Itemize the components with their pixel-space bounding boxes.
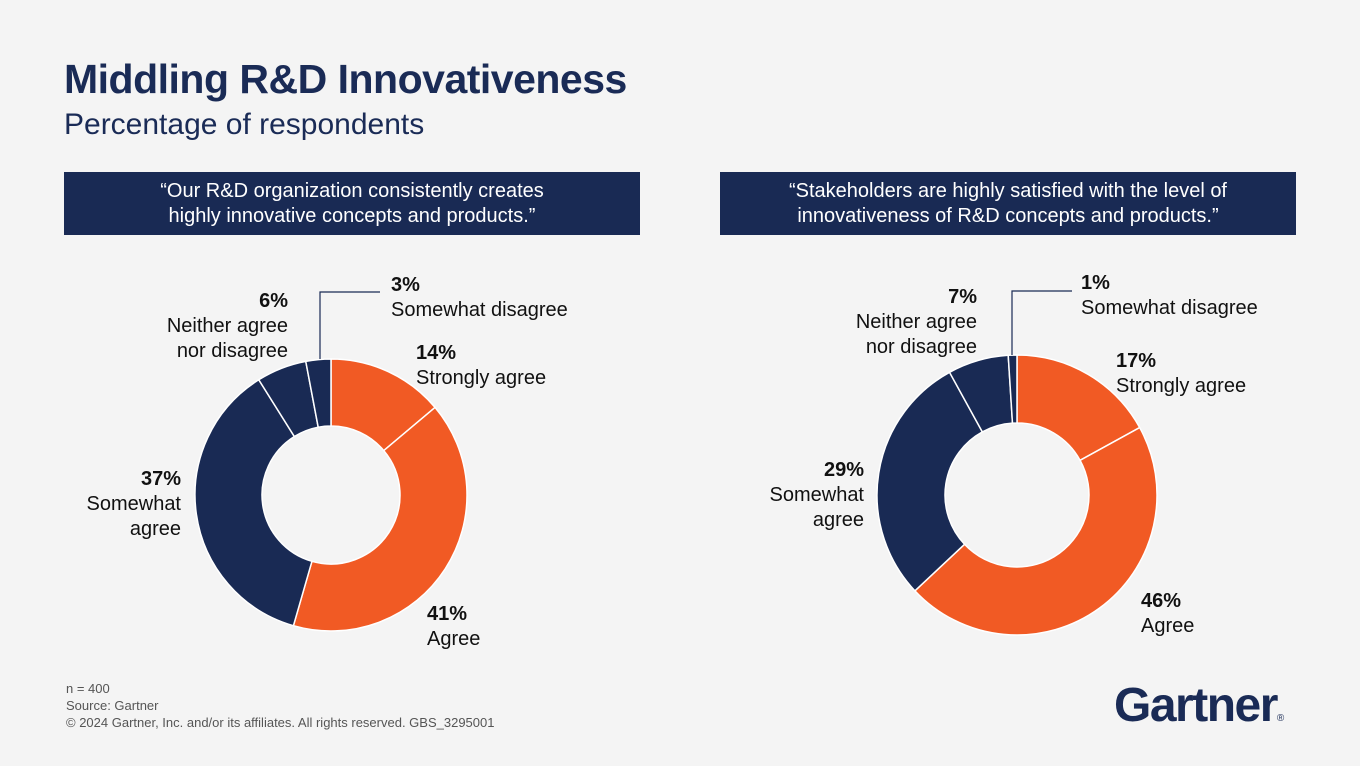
footer-notes: n = 400 Source: Gartner © 2024 Gartner, … (66, 680, 494, 731)
chart-2-slice-percent: 7% (948, 286, 977, 308)
chart-2-slice-label: Strongly agree (1116, 375, 1246, 397)
chart-2-slice (1016, 354, 1141, 462)
chart-2-slice-percent: 17% (1116, 350, 1156, 372)
chart-2-slice-percent: 1% (1081, 272, 1110, 294)
chart-2-slice-percent: 46% (1141, 590, 1181, 612)
chart-1-question-banner: “Our R&D organization consistently creat… (64, 172, 640, 235)
chart-1-question-line: “Our R&D organization consistently creat… (160, 179, 544, 202)
chart-2-question-line: innovativeness of R&D concepts and produ… (797, 204, 1219, 227)
chart-2-slice (876, 371, 984, 592)
page-subtitle: Percentage of respondents (64, 108, 425, 141)
chart-2-question-line: “Stakeholders are highly satisfied with … (788, 179, 1227, 202)
chart-1-slice-label: Neither agree (167, 315, 288, 337)
chart-1-question-line: highly innovative concepts and products.… (168, 204, 536, 227)
chart-2-slice-label: Somewhat disagree (1081, 297, 1258, 319)
chart-1-slice-label: Somewhat disagree (391, 299, 568, 321)
chart-1-slice (304, 358, 332, 429)
chart-2-slice (913, 426, 1158, 636)
chart-1-slice-percent: 6% (259, 290, 288, 312)
logo-text: Gartner (1114, 679, 1278, 732)
copyright-note: © 2024 Gartner, Inc. and/or its affiliat… (66, 715, 495, 730)
chart-1-slice-label: Strongly agree (416, 367, 546, 389)
chart-2-question-banner: “Stakeholders are highly satisfied with … (720, 172, 1296, 235)
gartner-logo: Gartner® (1114, 678, 1284, 733)
chart-2-leader-line (1011, 290, 1072, 355)
chart-2-slice-label: Neither agree (856, 311, 977, 333)
chart-1-slice (292, 406, 468, 632)
chart-1-slice-label: nor disagree (177, 340, 288, 362)
chart-1-slice-label: Somewhat (87, 493, 182, 515)
chart-1-slice-label: Agree (427, 628, 480, 650)
chart-1-slice-percent: 37% (141, 468, 181, 490)
chart-2-slice-label: Agree (1141, 615, 1194, 637)
chart-1-leader-line (319, 291, 380, 359)
chart-2-slice-label: Somewhat (770, 484, 865, 506)
chart-1-slice-label: agree (130, 518, 181, 540)
chart-2-slice-label: nor disagree (866, 336, 977, 358)
registered-mark: ® (1276, 713, 1285, 724)
chart-1-slice-percent: 41% (427, 603, 467, 625)
chart-1-slice-percent: 3% (391, 274, 420, 296)
chart-2-slice-percent: 29% (824, 459, 864, 481)
chart-1-slice-percent: 14% (416, 342, 456, 364)
source-note: Source: Gartner (66, 698, 159, 713)
chart-2-slice-label: agree (813, 509, 864, 531)
chart-1-slice (194, 378, 313, 627)
sample-size-note: n = 400 (66, 681, 110, 696)
page-title: Middling R&D Innovativeness (64, 56, 627, 102)
chart-2-slice (1007, 354, 1018, 424)
